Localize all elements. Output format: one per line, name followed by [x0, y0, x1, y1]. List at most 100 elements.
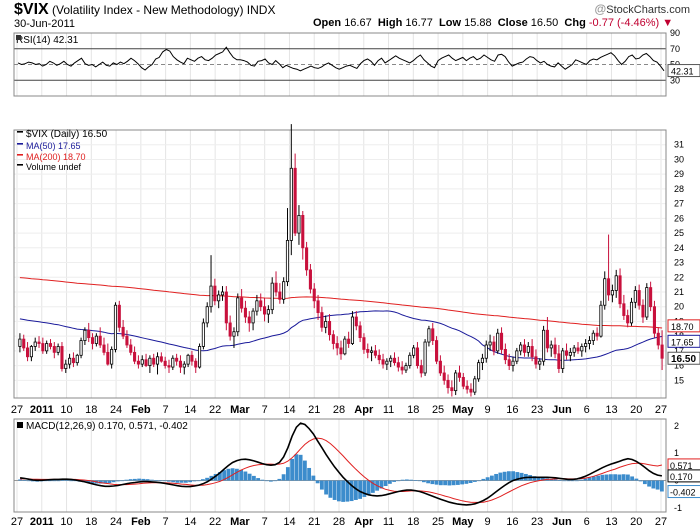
candle-body-up [389, 357, 393, 362]
candle-body-down [641, 304, 645, 318]
candle [22, 334, 26, 351]
candle [117, 300, 121, 332]
rsi-series-line [17, 46, 665, 72]
macd-title: MACD(12,26,9) 0.170, 0.571, -0.402 [26, 421, 188, 432]
macd-histogram-bar [345, 480, 350, 502]
candle [217, 290, 221, 309]
candle-body-down [48, 343, 53, 347]
candle [366, 343, 370, 359]
macd-histogram-bar [642, 480, 647, 485]
candle [362, 333, 366, 354]
candle-body-up [255, 300, 259, 312]
candle-body-up [480, 357, 484, 364]
candle [595, 327, 599, 341]
candle-body-down [652, 306, 656, 334]
candle [610, 284, 614, 303]
macd-histogram-bar [617, 474, 622, 481]
candle [442, 365, 446, 385]
candle-body-up [251, 310, 255, 324]
candle [561, 347, 565, 373]
candle [71, 352, 75, 368]
candle [450, 380, 454, 397]
candle [274, 271, 278, 297]
macd-histogram-bar [290, 458, 295, 481]
macd-histogram-bar [621, 474, 626, 481]
candle [152, 353, 156, 368]
macd-histogram-bar [630, 476, 635, 481]
price-x-tick-label: 27 [11, 404, 23, 416]
macd-x-tick-label: Jun [552, 516, 572, 528]
candle [175, 353, 179, 366]
candle-body-down [263, 306, 267, 315]
candle [507, 353, 511, 371]
candle-body-down [557, 353, 561, 369]
candle-body-up [186, 354, 190, 365]
candle-body-up [519, 344, 523, 352]
candle [385, 358, 389, 371]
candle [121, 319, 125, 340]
price-last-value-box [667, 351, 700, 365]
candle [224, 286, 228, 331]
candle [247, 311, 251, 332]
macd-histogram-bar [540, 477, 545, 481]
ma-last-value-box [667, 319, 700, 333]
candle [484, 340, 488, 363]
chg-label: Chg [564, 17, 586, 29]
watermark-text: StockCharts.com [606, 4, 690, 16]
candle-body-up [75, 354, 79, 364]
candle [255, 294, 259, 316]
macd-x-tick-label: 27 [655, 516, 667, 528]
candle-body-down [415, 347, 419, 367]
candle [492, 336, 496, 356]
macd-histogram-bar [332, 480, 337, 500]
candle-body-down [136, 360, 140, 365]
macd-histogram-bar [30, 480, 35, 482]
candle-body-down [339, 347, 343, 355]
macd-histogram-bar [481, 478, 486, 481]
macd-histogram-bar [353, 480, 358, 500]
candle [381, 353, 385, 369]
macd-histogram-bar [472, 480, 477, 482]
candle-body-down [373, 350, 377, 356]
candle [75, 353, 79, 366]
price-x-tick-label: 2011 [30, 404, 54, 416]
price-y-tick-label: 27 [674, 199, 684, 209]
candle [144, 353, 148, 368]
price-y-tick-label: 17 [674, 346, 684, 356]
ma200-last-value-label: 18.70 [671, 322, 694, 332]
candle [37, 336, 41, 348]
candle-body-down [492, 341, 496, 352]
macd-histogram-bar [634, 478, 639, 481]
macd-histogram-bar [557, 480, 562, 481]
candle [33, 337, 37, 351]
candle [133, 346, 137, 365]
macd-x-tick-label: 7 [262, 516, 268, 528]
candle-body-up [610, 290, 614, 296]
macd-histogram-bar [553, 479, 558, 481]
macd-histogram-bar [502, 471, 507, 481]
close-value: 16.50 [530, 17, 559, 29]
candle-body-up [427, 328, 431, 343]
price-y-tick-label: 28 [674, 184, 684, 194]
candle-body-up [599, 304, 603, 337]
candle-body-up [324, 321, 328, 328]
candle [270, 277, 274, 315]
macd-x-tick-label: 21 [308, 516, 320, 528]
candle [412, 344, 416, 359]
candle [347, 331, 351, 348]
macd-histogram-bar [574, 480, 579, 482]
candle-body-down [228, 322, 232, 337]
price-y-tick-label: 24 [674, 243, 684, 253]
candle [656, 327, 660, 350]
candle [236, 293, 240, 337]
macd-histogram-bar [311, 475, 316, 481]
candle [564, 343, 569, 360]
symbol: $VIX [14, 1, 49, 18]
candle [499, 327, 504, 354]
candle [316, 294, 320, 320]
candle [343, 336, 347, 356]
macd-x-tick-label: 27 [11, 516, 23, 528]
candle-body-down [465, 385, 469, 390]
macd-histogram-bar [519, 472, 524, 481]
price-y-tick-label: 30 [674, 154, 684, 164]
